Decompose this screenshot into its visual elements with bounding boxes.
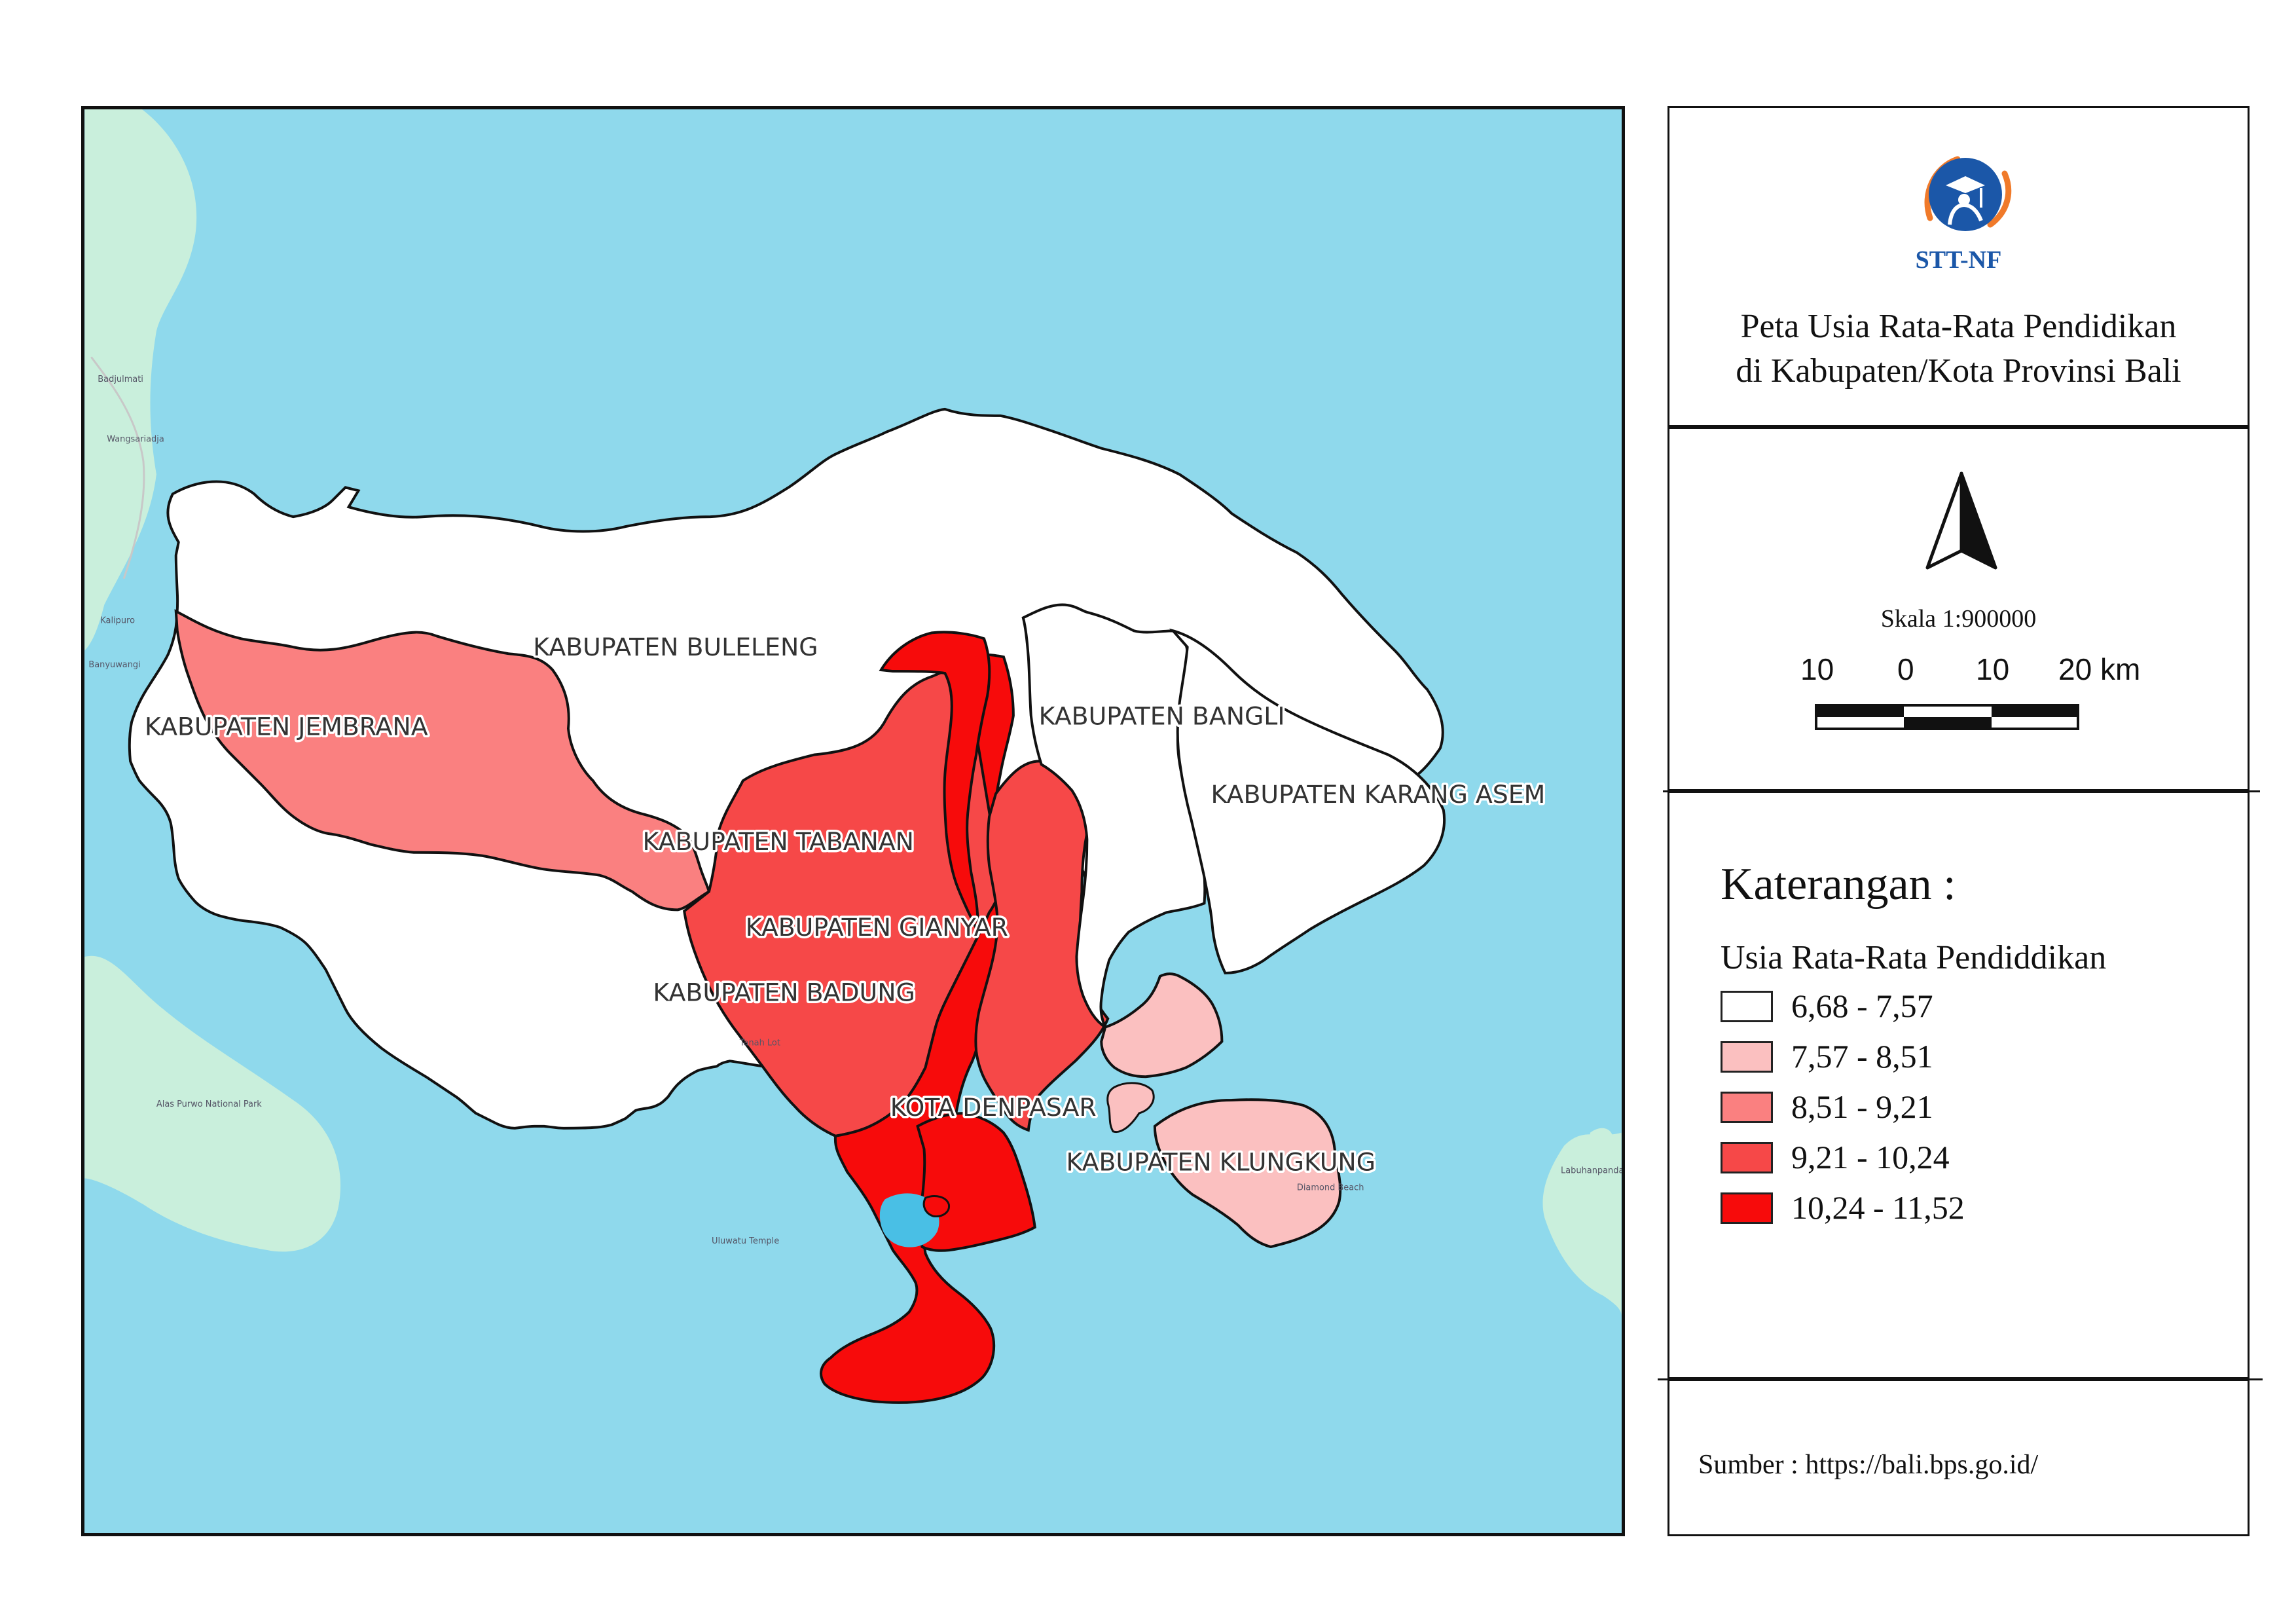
scale-tick-0: 0 xyxy=(1897,652,1914,686)
label-klungkung: KABUPATEN KLUNGKUNG xyxy=(1066,1148,1376,1177)
label-bangli: KABUPATEN BANGLI xyxy=(1039,702,1285,731)
region-badung-north[interactable] xyxy=(879,631,991,936)
org-label: STT-NF xyxy=(1915,246,2002,274)
source-panel: Sumber : https://bali.bps.go.id/ xyxy=(1667,1379,2250,1536)
legend-swatch xyxy=(1721,1092,1773,1123)
map-title: Peta Usia Rata-Rata Pendidikan di Kabupa… xyxy=(1669,304,2248,394)
divider-line xyxy=(1663,790,1669,792)
place-banyuwangi: Banyuwangi xyxy=(88,660,140,670)
map-title-line1: Peta Usia Rata-Rata Pendidikan xyxy=(1740,308,2177,345)
place-badjulmati: Badjulmati xyxy=(98,375,143,384)
source-text: Sumber : https://bali.bps.go.id/ xyxy=(1698,1450,2039,1480)
label-tabanan: KABUPATEN TABANAN xyxy=(642,827,913,856)
legend-swatch xyxy=(1721,1192,1773,1224)
legend-subtitle: Usia Rata-Rata Pendiddikan xyxy=(1721,939,2107,976)
north-arrow-icon xyxy=(1925,471,1997,570)
legend-label: 8,51 - 9,21 xyxy=(1791,1088,1933,1125)
north-scale-panel: Skala 1:900000 10 0 10 20 km xyxy=(1667,427,2250,791)
label-buleleng: KABUPATEN BULELENG xyxy=(533,633,818,661)
region-karangasem[interactable] xyxy=(1169,628,1446,974)
lombok-landmass xyxy=(1542,1132,1622,1316)
label-badung: KABUPATEN BADUNG xyxy=(653,978,915,1007)
place-alas-purwo: Alas Purwo National Park xyxy=(156,1099,262,1109)
region-klungkung-lembongan[interactable] xyxy=(1106,1082,1155,1134)
divider-line xyxy=(1658,1378,1669,1380)
place-diamond-beach: Diamond Beach xyxy=(1297,1183,1364,1192)
place-kalipuro: Kalipuro xyxy=(100,616,135,625)
legend-swatch xyxy=(1721,1142,1773,1173)
place-wangsariadja: Wangsariadja xyxy=(107,435,164,445)
scale-tick-10: 10 xyxy=(1976,652,2010,686)
map-frame[interactable]: Badjulmati Wangsariadja Kalipuro Banyuwa… xyxy=(81,106,1625,1536)
stt-nf-logo-icon xyxy=(1924,156,2012,231)
region-klungkung-mainland[interactable] xyxy=(1100,972,1224,1079)
scale-bar xyxy=(1815,704,2079,730)
serangan-island xyxy=(922,1195,950,1218)
divider-line xyxy=(2250,1378,2263,1380)
choropleth-map[interactable]: Badjulmati Wangsariadja Kalipuro Banyuwa… xyxy=(84,109,1622,1533)
region-jembrana[interactable] xyxy=(174,609,711,912)
scale-text: Skala 1:900000 xyxy=(1880,605,2037,633)
label-jembrana: KABUPATEN JEMBRANA xyxy=(145,712,428,741)
label-gianyar: KABUPATEN GIANYAR xyxy=(746,913,1008,942)
scale-tick-20km: 20 km xyxy=(2058,652,2141,686)
legend-label: 10,24 - 11,52 xyxy=(1791,1189,1965,1226)
place-tanah-lot: Tanah Lot xyxy=(739,1038,780,1048)
legend-panel: Katerangan : Usia Rata-Rata Pendiddikan … xyxy=(1667,791,2250,1379)
java-road xyxy=(90,356,145,580)
label-karangasem: KABUPATEN KARANG ASEM xyxy=(1211,780,1545,809)
java-landmass xyxy=(84,109,197,651)
place-labuhanpandan: Labuhanpandan xyxy=(1561,1166,1622,1176)
legend-label: 6,68 - 7,57 xyxy=(1791,987,1933,1024)
legend-label: 9,21 - 10,24 xyxy=(1791,1139,1950,1175)
label-denpasar: KOTA DENPASAR xyxy=(890,1093,1097,1122)
map-title-line2: di Kabupaten/Kota Provinsi Bali xyxy=(1736,352,2181,390)
legend-swatch xyxy=(1721,1041,1773,1073)
region-klungkung-penida[interactable] xyxy=(1153,1098,1342,1249)
legend-label: 7,57 - 8,51 xyxy=(1791,1038,1933,1075)
legend-heading: Katerangan : xyxy=(1721,859,1956,910)
blambangan-peninsula xyxy=(84,955,341,1252)
lombok-islet xyxy=(1590,1128,1614,1153)
legend-swatch xyxy=(1721,991,1773,1022)
title-panel: STT-NF Peta Usia Rata-Rata Pendidikan di… xyxy=(1667,106,2250,427)
place-uluwatu-temple: Uluwatu Temple xyxy=(712,1236,779,1246)
divider-line xyxy=(2250,790,2260,792)
scale-tick-10-left: 10 xyxy=(1800,652,1834,686)
